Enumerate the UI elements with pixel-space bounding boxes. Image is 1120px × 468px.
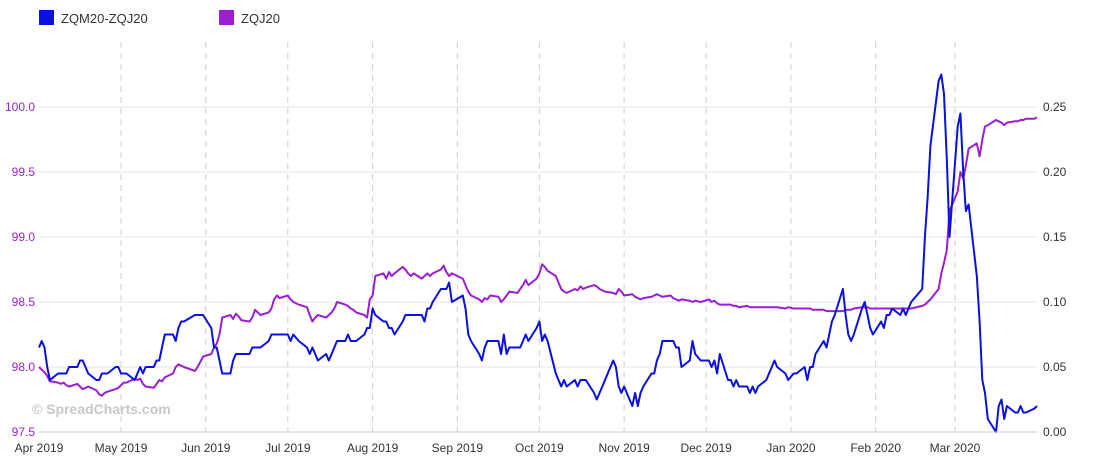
- y-left-tick-label: 99.0: [12, 230, 36, 244]
- x-tick-label: May 2019: [95, 441, 148, 455]
- legend-label: ZQJ20: [241, 11, 280, 26]
- y-left-tick-label: 99.5: [12, 165, 36, 179]
- x-tick-label: Mar 2020: [930, 441, 981, 455]
- y-right-tick-label: 0.05: [1043, 360, 1067, 374]
- y-left-tick-label: 100.0: [5, 100, 35, 114]
- y-left-tick-label: 97.5: [12, 425, 36, 439]
- y-right-tick-label: 0.20: [1043, 165, 1067, 179]
- y-right-tick-label: 0.15: [1043, 230, 1067, 244]
- x-tick-label: Jul 2019: [265, 441, 311, 455]
- x-tick-label: Dec 2019: [680, 441, 732, 455]
- x-tick-label: Jun 2019: [181, 441, 231, 455]
- y-left-tick-label: 98.5: [12, 295, 36, 309]
- series-line-zqj20: [38, 116, 1038, 397]
- y-right-tick-label: 0.10: [1043, 295, 1067, 309]
- x-tick-label: Sep 2019: [432, 441, 484, 455]
- x-tick-label: Jan 2020: [766, 441, 816, 455]
- x-tick-label: Nov 2019: [598, 441, 650, 455]
- y-left-tick-label: 98.0: [12, 360, 36, 374]
- legend-swatch: [39, 10, 54, 25]
- legend-label: ZQM20-ZQJ20: [61, 11, 148, 26]
- y-right-tick-label: 0.00: [1043, 425, 1067, 439]
- x-tick-label: Aug 2019: [347, 441, 399, 455]
- x-tick-label: Apr 2019: [15, 441, 64, 455]
- legend-swatch: [219, 10, 234, 25]
- series-line-zqm20-zqj20: [38, 73, 1038, 433]
- x-tick-label: Feb 2020: [850, 441, 901, 455]
- y-right-tick-label: 0.25: [1043, 100, 1067, 114]
- x-tick-label: Oct 2019: [515, 441, 564, 455]
- watermark: © SpreadCharts.com: [32, 401, 171, 417]
